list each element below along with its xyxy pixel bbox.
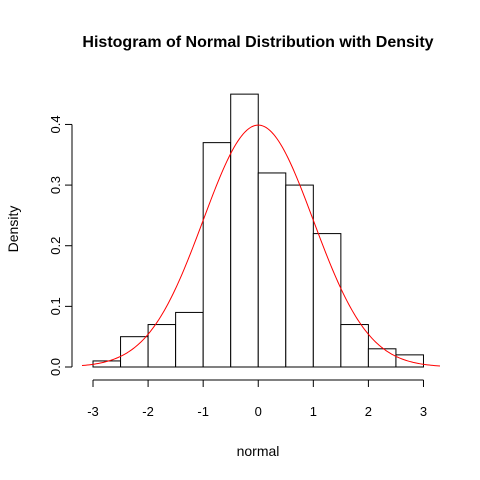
histogram-bar-11 <box>395 354 424 368</box>
x-tick-label-6: 3 <box>420 404 427 419</box>
x-tick-label-0: -3 <box>87 404 99 419</box>
histogram-bar-6 <box>257 172 287 368</box>
y-axis-label: Density <box>5 206 21 253</box>
y-tick-label-1: 0.1 <box>48 297 63 315</box>
histogram-bar-8 <box>312 233 342 368</box>
histogram-bar-5 <box>230 93 259 368</box>
y-tick-label-3: 0.3 <box>48 176 63 194</box>
y-tick-label-0: 0.0 <box>48 358 63 376</box>
y-axis: 0.0 0.1 0.2 0.3 0.4 <box>48 115 73 376</box>
x-tick-label-3: 0 <box>255 404 262 419</box>
x-tick-label-1: -2 <box>142 404 154 419</box>
histogram-bar-4 <box>202 142 232 368</box>
histogram-bar-9 <box>340 324 369 368</box>
bars-group <box>92 93 424 368</box>
y-tick-label-2: 0.2 <box>48 237 63 255</box>
x-tick-label-5: 2 <box>365 404 372 419</box>
histogram-bar-3 <box>175 311 204 368</box>
x-tick-label-4: 1 <box>310 404 317 419</box>
x-axis: -3 -2 -1 0 1 2 3 <box>87 379 427 419</box>
histogram-bar-1 <box>120 336 149 368</box>
histogram-bar-2 <box>147 324 177 368</box>
histogram-bar-7 <box>285 184 314 368</box>
density-curve <box>81 124 441 367</box>
chart-title: Histogram of Normal Distribution with De… <box>82 34 433 51</box>
x-tick-label-2: -1 <box>197 404 209 419</box>
x-axis-label: normal <box>237 443 280 459</box>
histogram-bar-10 <box>367 348 397 368</box>
y-tick-label-4: 0.4 <box>48 115 63 133</box>
